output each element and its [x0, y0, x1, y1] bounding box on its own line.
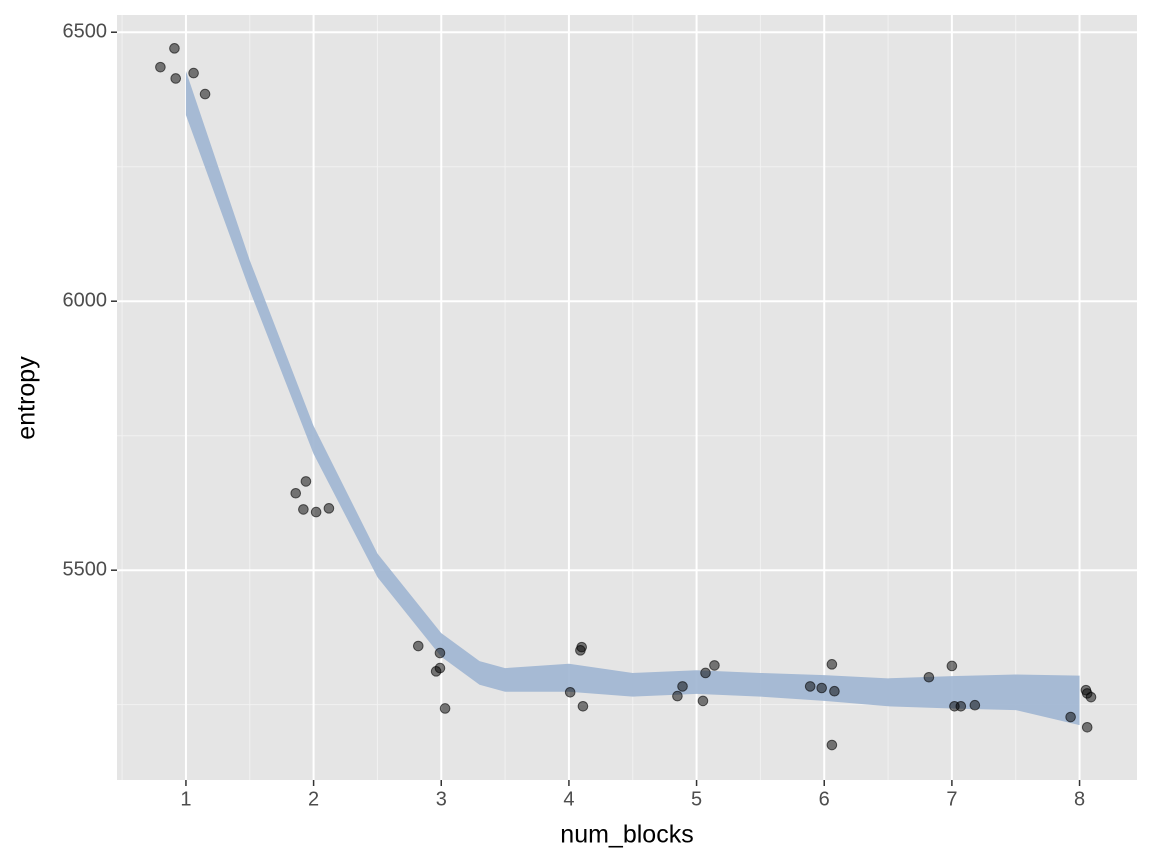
point — [677, 681, 688, 692]
x-tick-label: 7 — [946, 788, 957, 810]
x-tick-label: 1 — [180, 788, 191, 810]
x-tick-label: 8 — [1074, 788, 1085, 810]
point — [298, 504, 309, 515]
x-tick-label: 3 — [436, 788, 447, 810]
point — [697, 695, 709, 707]
y-tick-label: 6000 — [63, 289, 108, 311]
point — [1081, 721, 1093, 733]
point — [816, 682, 827, 694]
point — [564, 687, 576, 698]
point — [946, 660, 958, 672]
point — [169, 43, 180, 54]
point — [323, 503, 335, 514]
point — [1065, 711, 1076, 723]
point — [300, 476, 312, 487]
point — [575, 645, 586, 656]
x-tick-label: 2 — [308, 788, 319, 810]
x-tick-label: 5 — [691, 788, 702, 810]
point — [923, 671, 935, 683]
point — [439, 703, 451, 714]
point — [199, 88, 211, 100]
point — [826, 659, 838, 670]
point — [1085, 691, 1097, 703]
point — [577, 700, 589, 712]
point — [826, 739, 838, 751]
x-tick-label: 4 — [563, 788, 574, 810]
y-tick-label: 5500 — [63, 558, 108, 580]
point — [155, 61, 166, 73]
point — [672, 690, 683, 702]
point — [804, 681, 816, 692]
point — [290, 487, 302, 499]
point — [955, 700, 967, 712]
x-axis-title: num_blocks — [560, 821, 693, 849]
point — [434, 647, 446, 659]
point — [700, 667, 711, 679]
y-axis-title: entropy — [13, 356, 41, 440]
point — [709, 660, 720, 671]
panel — [117, 15, 1137, 780]
y-tick-label: 6500 — [63, 20, 108, 42]
point — [430, 666, 442, 677]
point — [969, 699, 981, 711]
point — [829, 685, 840, 697]
x-tick-label: 6 — [819, 788, 830, 810]
point — [170, 73, 182, 84]
point — [412, 640, 424, 652]
point — [310, 506, 322, 518]
point — [188, 67, 199, 79]
